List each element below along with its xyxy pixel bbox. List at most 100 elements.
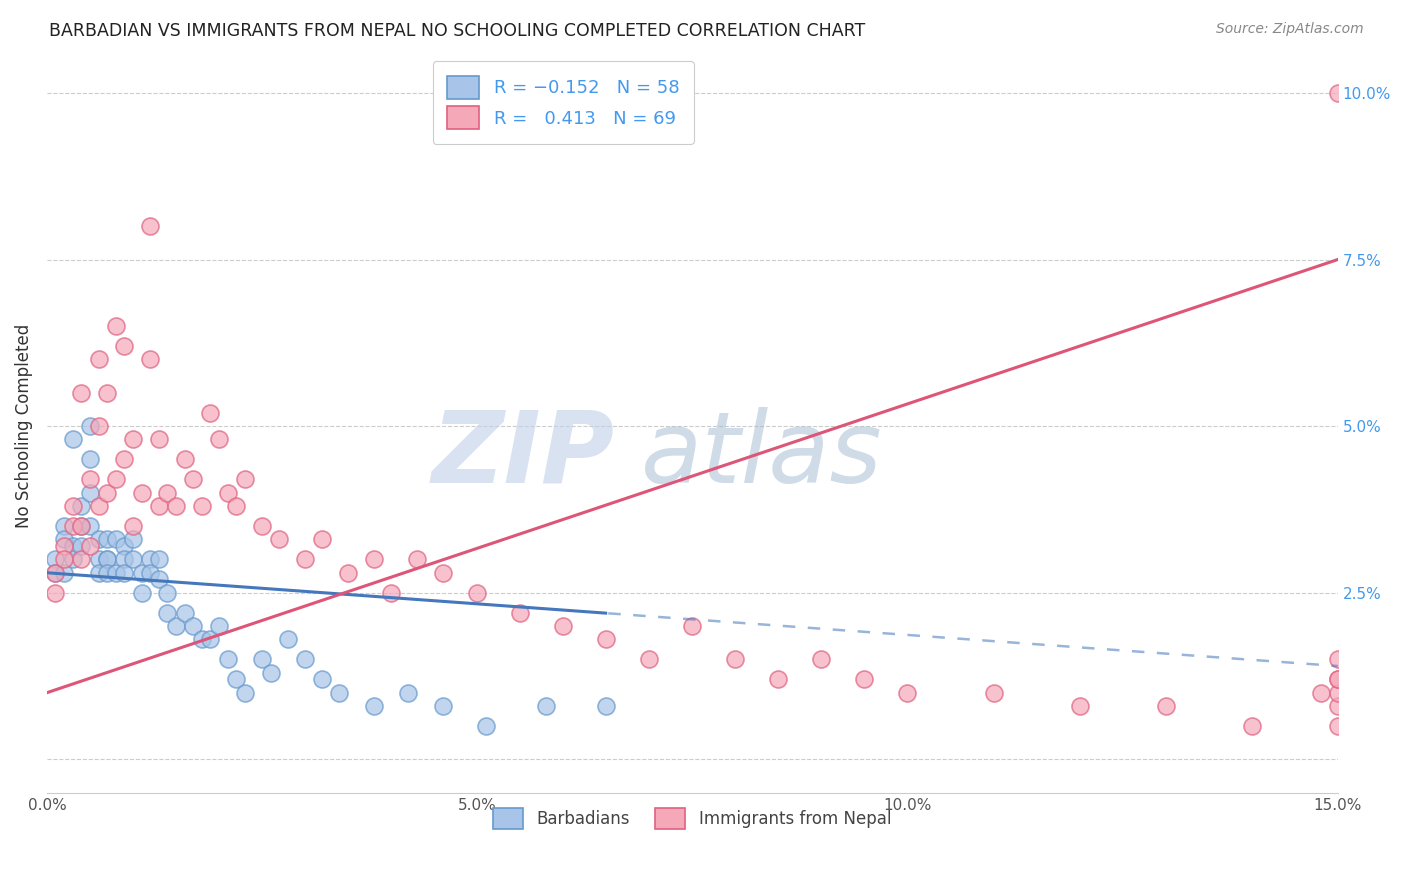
Point <box>896 686 918 700</box>
Point <box>122 519 145 533</box>
Point <box>112 339 135 353</box>
Point <box>406 552 429 566</box>
Point <box>96 566 118 580</box>
Point <box>1069 699 1091 714</box>
Text: BARBADIAN VS IMMIGRANTS FROM NEPAL NO SCHOOLING COMPLETED CORRELATION CHART: BARBADIAN VS IMMIGRANTS FROM NEPAL NO SC… <box>49 22 866 40</box>
Point <box>328 686 350 700</box>
Point <box>208 433 231 447</box>
Point <box>250 519 273 533</box>
Point <box>122 433 145 447</box>
Point <box>311 673 333 687</box>
Point <box>475 719 498 733</box>
Point <box>217 485 239 500</box>
Point <box>53 566 76 580</box>
Point <box>96 533 118 547</box>
Point <box>79 419 101 434</box>
Point <box>277 632 299 647</box>
Point <box>233 472 256 486</box>
Point <box>465 585 488 599</box>
Point <box>104 319 127 334</box>
Point <box>62 499 84 513</box>
Point <box>595 632 617 647</box>
Point <box>70 519 93 533</box>
Point <box>139 552 162 566</box>
Point <box>1326 673 1348 687</box>
Point <box>225 499 247 513</box>
Point <box>148 499 170 513</box>
Point <box>380 585 402 599</box>
Point <box>173 452 195 467</box>
Point <box>1326 699 1348 714</box>
Point <box>122 533 145 547</box>
Point <box>104 566 127 580</box>
Point <box>62 433 84 447</box>
Point <box>96 552 118 566</box>
Point <box>1309 686 1331 700</box>
Point <box>44 566 66 580</box>
Point <box>269 533 291 547</box>
Point <box>534 699 557 714</box>
Point <box>200 406 222 420</box>
Point <box>509 606 531 620</box>
Point <box>122 552 145 566</box>
Point <box>432 566 454 580</box>
Point <box>396 686 419 700</box>
Point <box>810 652 832 666</box>
Point <box>553 619 575 633</box>
Point <box>112 566 135 580</box>
Point <box>148 433 170 447</box>
Point <box>148 573 170 587</box>
Point <box>96 552 118 566</box>
Point <box>595 699 617 714</box>
Y-axis label: No Schooling Completed: No Schooling Completed <box>15 324 32 528</box>
Point <box>44 566 66 580</box>
Point <box>104 533 127 547</box>
Point <box>79 452 101 467</box>
Point <box>70 385 93 400</box>
Point <box>1240 719 1263 733</box>
Point <box>131 585 153 599</box>
Point <box>250 652 273 666</box>
Text: atlas: atlas <box>641 407 883 504</box>
Point <box>1326 673 1348 687</box>
Point <box>62 552 84 566</box>
Point <box>112 539 135 553</box>
Point <box>139 352 162 367</box>
Legend: Barbadians, Immigrants from Nepal: Barbadians, Immigrants from Nepal <box>486 801 898 836</box>
Point <box>681 619 703 633</box>
Point <box>191 632 214 647</box>
Point <box>87 499 110 513</box>
Point <box>638 652 661 666</box>
Point <box>53 552 76 566</box>
Point <box>853 673 876 687</box>
Point <box>983 686 1005 700</box>
Point <box>87 552 110 566</box>
Point <box>112 552 135 566</box>
Point <box>1326 686 1348 700</box>
Point <box>217 652 239 666</box>
Point <box>181 619 204 633</box>
Point <box>87 566 110 580</box>
Text: Source: ZipAtlas.com: Source: ZipAtlas.com <box>1216 22 1364 37</box>
Point <box>70 499 93 513</box>
Point <box>294 552 316 566</box>
Point <box>432 699 454 714</box>
Point <box>200 632 222 647</box>
Point <box>259 665 281 680</box>
Point <box>156 585 179 599</box>
Point <box>181 472 204 486</box>
Point <box>62 539 84 553</box>
Point <box>53 533 76 547</box>
Point <box>79 472 101 486</box>
Point <box>62 519 84 533</box>
Point <box>112 452 135 467</box>
Point <box>311 533 333 547</box>
Point <box>44 585 66 599</box>
Point <box>208 619 231 633</box>
Point <box>173 606 195 620</box>
Point <box>44 552 66 566</box>
Point <box>233 686 256 700</box>
Point <box>724 652 747 666</box>
Point <box>87 533 110 547</box>
Point <box>363 699 385 714</box>
